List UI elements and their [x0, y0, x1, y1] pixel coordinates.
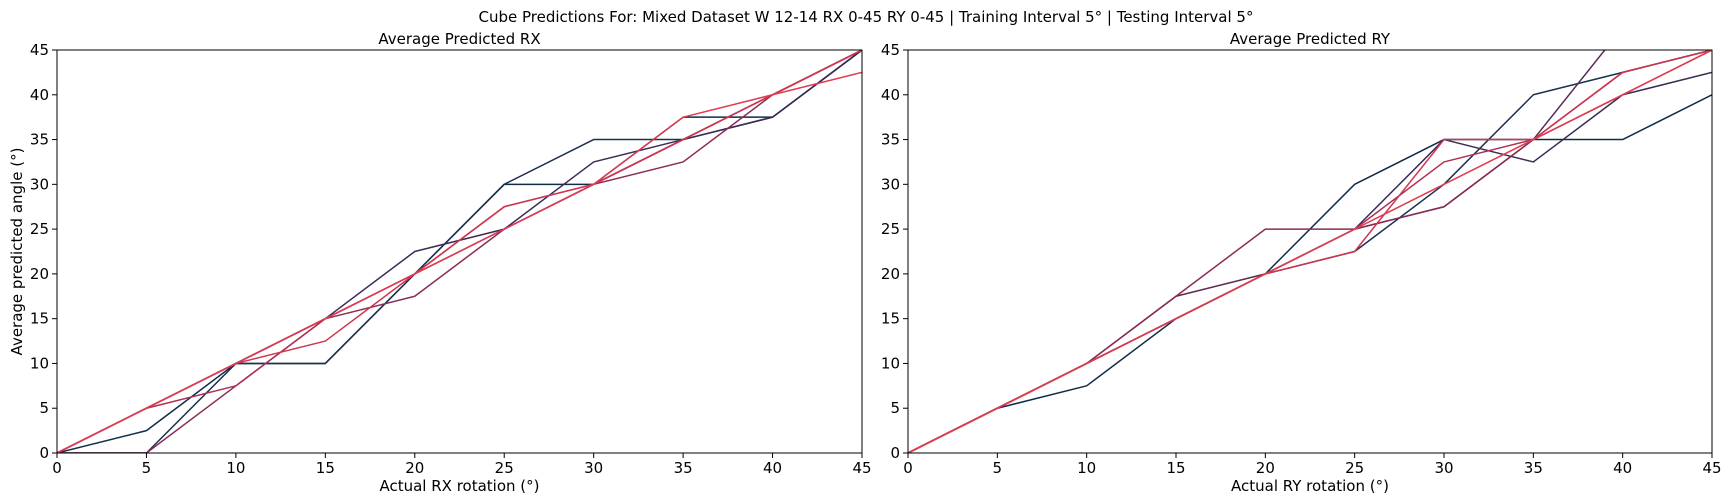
y-tick-label-rx: 25: [30, 220, 49, 238]
y-tick-label-rx: 30: [30, 175, 49, 193]
series-line-rx-5: [57, 50, 862, 453]
plots-container: 0 5 10 15 20 25 30 35 40 45 0 5 10 15 20 25 30 35 40 45 Aver…: [8, 30, 1722, 495]
axes-frame-rx: [56, 49, 863, 454]
x-tick-label-rx: 40: [763, 459, 782, 477]
y-tick-label-rx: 20: [30, 265, 49, 283]
series-line-rx-8: [57, 71, 862, 453]
x-tick-label-ry: 0: [903, 459, 913, 477]
y-tick-label-rx: 35: [30, 131, 49, 149]
y-tick-label-ry: 15: [881, 310, 900, 328]
y-tick-label-rx: 0: [39, 444, 49, 462]
x-tick-label-rx: 20: [405, 459, 424, 477]
x-tick-label-ry: 15: [1166, 459, 1185, 477]
x-tick-label-ry: 40: [1613, 459, 1632, 477]
axes-title-rx: Average Predicted RX: [378, 30, 540, 48]
y-tick-label-ry: 45: [881, 41, 900, 59]
x-axis-label-rx: Actual RX rotation (°): [379, 477, 539, 495]
y-tick-label-ry: 25: [881, 220, 900, 238]
x-tick-label-ry: 10: [1077, 459, 1096, 477]
y-tick-label-ry: 10: [881, 354, 900, 372]
series-line-ry-8: [908, 50, 1712, 453]
x-tick-label-rx: 45: [852, 459, 871, 477]
y-axis-label-rx: Average predicted angle (°): [8, 148, 26, 356]
x-tick-label-rx: 10: [226, 459, 245, 477]
axes-title-ry: Average Predicted RY: [1230, 30, 1391, 48]
y-tick-label-rx: 10: [30, 354, 49, 372]
x-tick-label-ry: 5: [993, 459, 1003, 477]
x-axis-label-ry: Actual RY rotation (°): [1231, 477, 1389, 495]
y-tick-label-ry: 5: [890, 399, 900, 417]
series-group-rx: [57, 50, 862, 453]
x-tick-label-rx: 35: [674, 459, 693, 477]
x-tick-label-rx: 30: [584, 459, 603, 477]
plot-ry: 0 5 10 15 20 25 30 35 40 45 0 5 10 15 20 25 30 35 40 45 Aver…: [881, 30, 1722, 495]
x-tick-label-rx: 5: [142, 459, 152, 477]
x-tick-label-rx: 25: [495, 459, 514, 477]
x-tick-label-ry: 30: [1434, 459, 1453, 477]
y-tick-label-rx: 5: [39, 399, 49, 417]
y-tick-label-rx: 15: [30, 310, 49, 328]
y-tick-label-ry: 40: [881, 86, 900, 104]
y-tick-label-ry: 20: [881, 265, 900, 283]
y-tick-label-ry: 30: [881, 175, 900, 193]
series-group-ry: [908, 50, 1712, 453]
x-tick-label-rx: 0: [52, 459, 62, 477]
y-tick-label-rx: 40: [30, 86, 49, 104]
series-line-ry-1: [908, 94, 1712, 453]
x-tick-label-ry: 45: [1702, 459, 1721, 477]
x-tick-label-ry: 35: [1524, 459, 1543, 477]
y-tick-label-rx: 45: [30, 41, 49, 59]
plot-rx: 0 5 10 15 20 25 30 35 40 45 0 5 10 15 20 25 30 35 40 45 Aver…: [8, 30, 872, 495]
x-tick-label-ry: 25: [1345, 459, 1364, 477]
y-tick-label-ry: 0: [890, 444, 900, 462]
x-tick-label-ry: 20: [1256, 459, 1275, 477]
figure-title: Cube Predictions For: Mixed Dataset W 12…: [479, 8, 1254, 26]
axes-frame-ry: [907, 49, 1713, 454]
y-tick-label-ry: 35: [881, 131, 900, 149]
x-tick-label-rx: 15: [316, 459, 335, 477]
